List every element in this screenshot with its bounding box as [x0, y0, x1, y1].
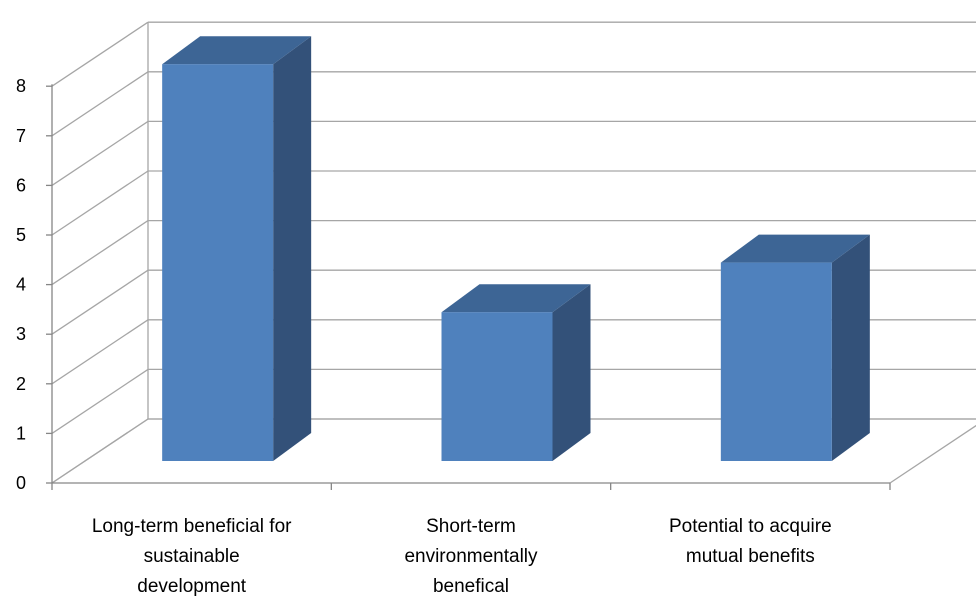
y-tick-label: 3 — [16, 324, 26, 344]
gridline-side — [51, 319, 149, 385]
y-tick-label: 2 — [16, 374, 26, 394]
bar-top-face — [162, 36, 312, 65]
bar-top-face — [720, 234, 870, 263]
y-tick-label: 1 — [16, 423, 26, 443]
y-tick-labels: 0 1 2 3 4 5 6 7 8 — [16, 76, 26, 493]
bar — [441, 284, 591, 461]
x-category-label: Long-term beneficial for sustainable devel… — [92, 516, 292, 597]
y-tick-label: 4 — [16, 275, 26, 295]
bar-front-face — [162, 64, 274, 461]
y-tick-label: 7 — [16, 126, 26, 146]
gridline-side — [51, 220, 149, 286]
bars — [162, 36, 870, 461]
gridline-side — [51, 120, 149, 186]
floor-right-edge — [889, 424, 976, 484]
bar-side-face — [552, 284, 591, 461]
bar — [162, 36, 312, 461]
y-tick-label: 6 — [16, 175, 26, 195]
bar-front-face — [720, 262, 832, 461]
gridline-side — [51, 269, 149, 335]
bar-top-face — [441, 284, 591, 313]
y-tick-label: 8 — [16, 76, 26, 96]
gridline-side — [51, 418, 149, 484]
y-tick-label: 5 — [16, 225, 26, 245]
gridline-side — [51, 21, 149, 87]
gridline-side — [51, 170, 149, 236]
x-category-labels: Long-term beneficial for sustainable devel… — [92, 516, 832, 597]
bar-side-face — [273, 36, 312, 461]
y-tick-label: 0 — [16, 473, 26, 493]
gridline-side — [51, 71, 149, 137]
bar-side-face — [831, 234, 870, 461]
bar-front-face — [441, 312, 553, 461]
bar — [720, 234, 870, 461]
axes — [46, 84, 891, 490]
x-category-label: Potential to acquire mutual benefits — [669, 516, 832, 567]
x-category-label: Short-term environmentally benefical — [404, 516, 538, 597]
gridline-side — [51, 368, 149, 434]
